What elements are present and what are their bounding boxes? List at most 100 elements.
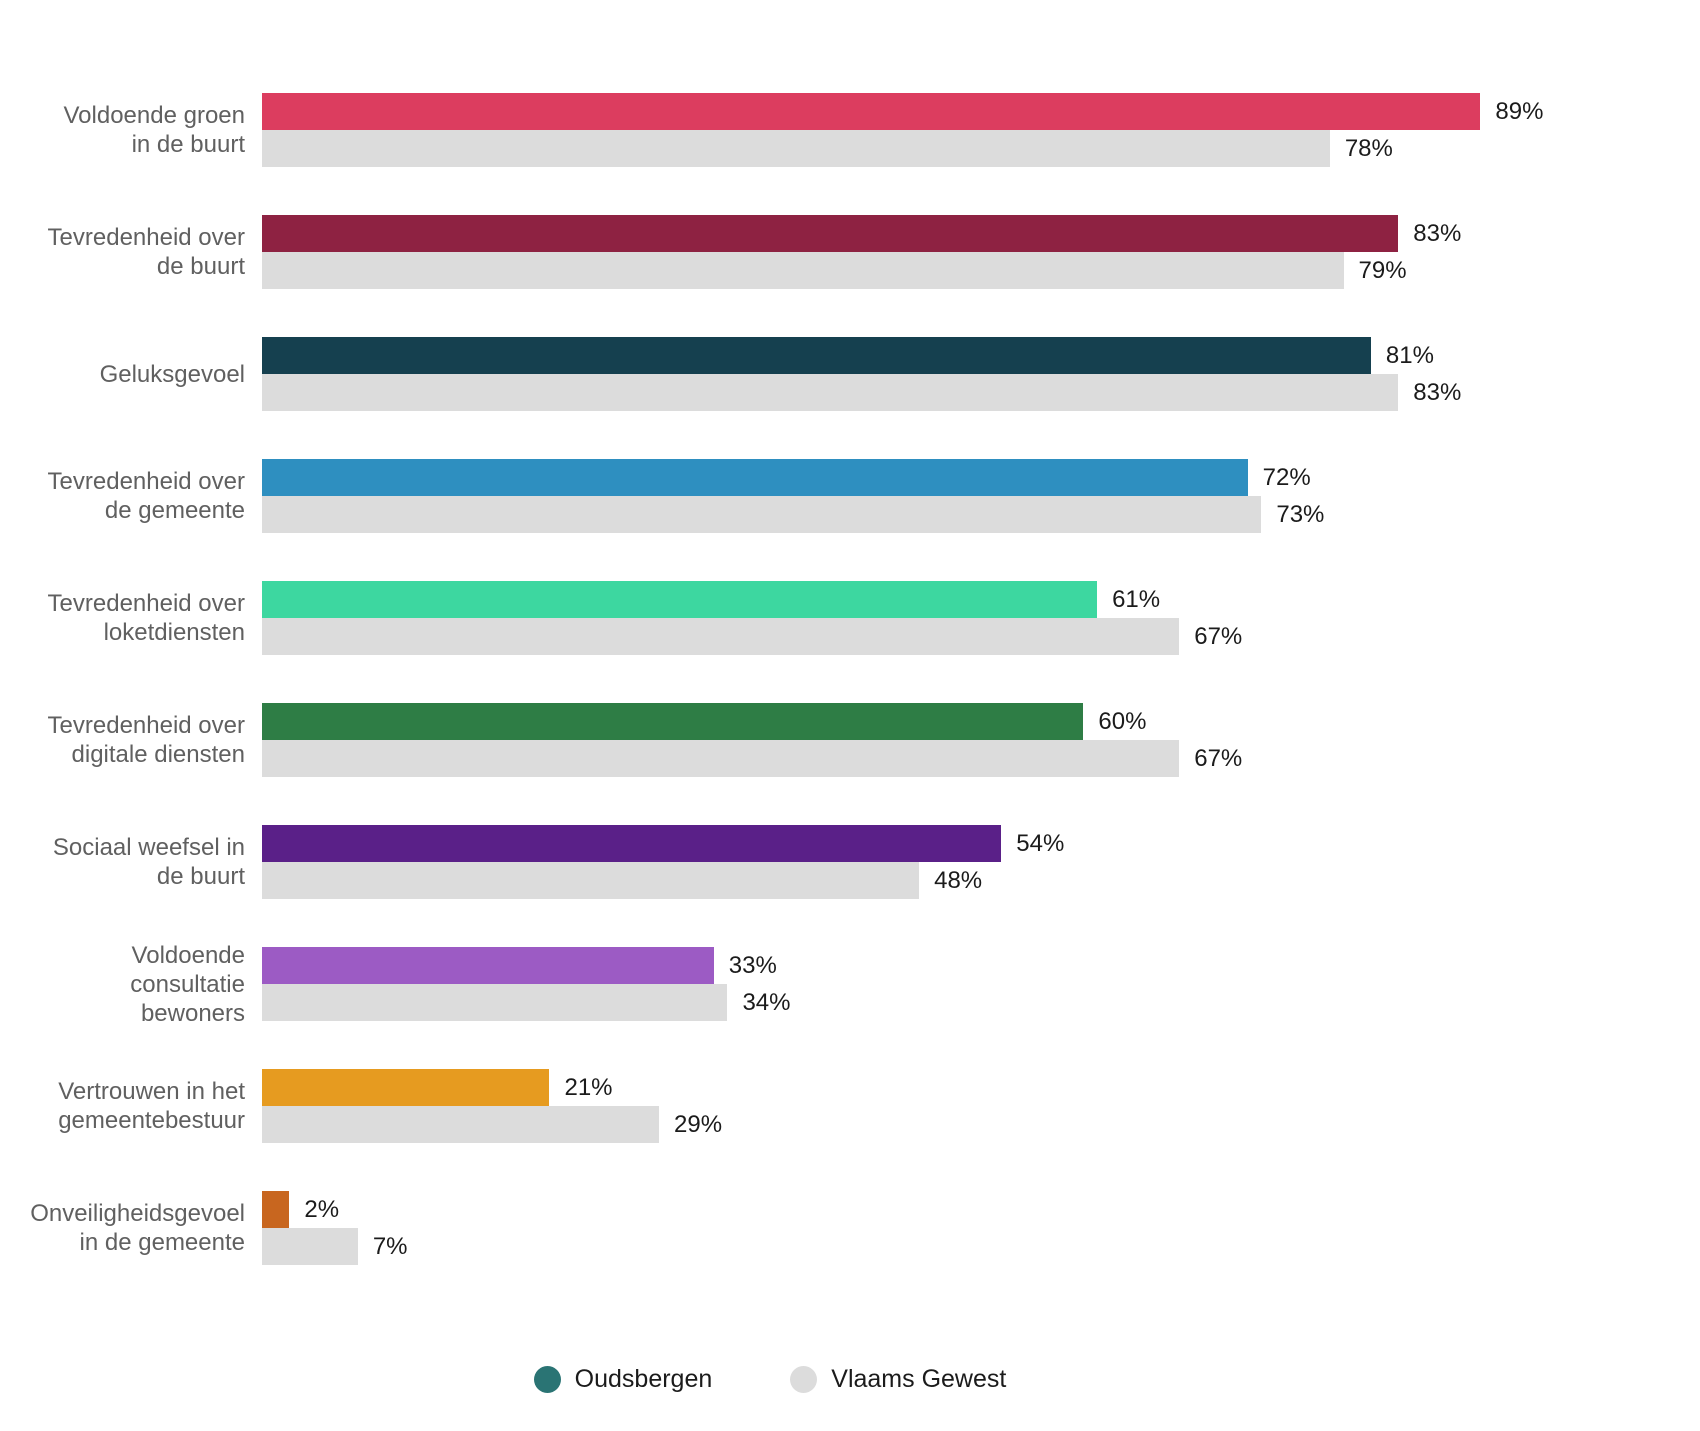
bar-oudsbergen-line: 61% (262, 581, 1631, 618)
value-label-vlaams-gewest: 73% (1276, 500, 1325, 528)
bar-pair: 21% 29% (262, 1069, 1631, 1143)
chart-row: Onveiligheidsgevoel in de gemeente 2% 7% (0, 1191, 1700, 1265)
bar-pair: 72% 73% (262, 459, 1631, 533)
bar-oudsbergen-line: 81% (262, 337, 1631, 374)
bar-pair: 2% 7% (262, 1191, 1631, 1265)
bar-vlaams-gewest-line: 79% (262, 252, 1631, 289)
value-label-vlaams-gewest: 7% (372, 1232, 408, 1260)
bar-vlaams-gewest-line: 48% (262, 862, 1631, 899)
bar-oudsbergen (262, 703, 1084, 740)
value-label-vlaams-gewest: 67% (1194, 744, 1243, 772)
legend-label-oudsbergen: Oudsbergen (574, 1365, 713, 1393)
bar-pair: 54% 48% (262, 825, 1631, 899)
bar-oudsbergen-line: 33% (262, 947, 1631, 984)
bar-vlaams-gewest (262, 252, 1344, 289)
value-label-oudsbergen: 72% (1262, 463, 1311, 491)
category-label: Geluksgevoel (99, 360, 245, 388)
chart-row: Sociaal weefsel in de buurt 54% 48% (0, 825, 1700, 899)
category-label: Onveiligheidsgevoel in de gemeente (30, 1200, 245, 1256)
bar-pair: 61% 67% (262, 581, 1631, 655)
legend-item-vlaams-gewest: Vlaams Gewest (790, 1365, 1006, 1394)
bar-vlaams-gewest-line: 67% (262, 618, 1631, 655)
bar-vlaams-gewest-line: 73% (262, 496, 1631, 533)
chart-rows: Voldoende groen in de buurt 89% 78% Tevrede… (0, 93, 1700, 1265)
bar-pair: 89% 78% (262, 93, 1631, 167)
legend-label-vlaams-gewest: Vlaams Gewest (831, 1365, 1007, 1393)
chart-row: Geluksgevoel 81% 83% (0, 337, 1700, 411)
bar-oudsbergen-line: 60% (262, 703, 1631, 740)
bar-vlaams-gewest (262, 862, 920, 899)
bar-pair: 83% 79% (262, 215, 1631, 289)
bar-vlaams-gewest (262, 1228, 358, 1265)
value-label-vlaams-gewest: 34% (742, 988, 791, 1016)
bar-oudsbergen-line: 21% (262, 1069, 1631, 1106)
legend: Oudsbergen Vlaams Gewest (0, 1365, 1620, 1394)
bar-vlaams-gewest (262, 374, 1399, 411)
bar-vlaams-gewest-line: 83% (262, 374, 1631, 411)
value-label-vlaams-gewest: 83% (1413, 378, 1462, 406)
bar-oudsbergen (262, 337, 1371, 374)
bar-vlaams-gewest (262, 130, 1330, 167)
bar-oudsbergen (262, 581, 1098, 618)
bar-oudsbergen (262, 825, 1002, 862)
bar-oudsbergen-line: 89% (262, 93, 1631, 130)
value-label-vlaams-gewest: 79% (1358, 256, 1407, 284)
bar-pair: 81% 83% (262, 337, 1631, 411)
legend-dot-vlaams-gewest-icon (790, 1366, 818, 1393)
bar-oudsbergen-line: 2% (262, 1191, 1631, 1228)
bar-oudsbergen (262, 947, 714, 984)
bar-vlaams-gewest (262, 740, 1180, 777)
category-label: Tevredenheid over de gemeente (47, 468, 245, 524)
bar-vlaams-gewest-line: 7% (262, 1228, 1631, 1265)
value-label-oudsbergen: 81% (1385, 341, 1434, 369)
chart-row: Tevredenheid over de buurt 83% 79% (0, 215, 1700, 289)
bar-oudsbergen (262, 1069, 550, 1106)
chart-row: Tevredenheid over digitale diensten 60% 67… (0, 703, 1700, 777)
value-label-oudsbergen: 61% (1112, 585, 1161, 613)
value-label-oudsbergen: 54% (1016, 829, 1065, 857)
bar-oudsbergen-line: 72% (262, 459, 1631, 496)
category-label: Vertrouwen in het gemeentebestuur (58, 1078, 245, 1134)
category-label: Sociaal weefsel in de buurt (52, 834, 245, 890)
chart-row: Tevredenheid over loketdiensten 61% 67% (0, 581, 1700, 655)
bar-vlaams-gewest-line: 34% (262, 984, 1631, 1021)
value-label-oudsbergen: 2% (304, 1195, 340, 1223)
bar-vlaams-gewest-line: 67% (262, 740, 1631, 777)
bar-oudsbergen-line: 83% (262, 215, 1631, 252)
bar-oudsbergen-line: 54% (262, 825, 1631, 862)
value-label-oudsbergen: 60% (1098, 707, 1147, 735)
value-label-vlaams-gewest: 67% (1194, 622, 1243, 650)
bar-vlaams-gewest-line: 29% (262, 1106, 1631, 1143)
category-label: Tevredenheid over de buurt (47, 224, 245, 280)
bar-vlaams-gewest (262, 618, 1180, 655)
bar-vlaams-gewest (262, 496, 1262, 533)
bar-oudsbergen (262, 1191, 290, 1228)
value-label-vlaams-gewest: 78% (1344, 134, 1393, 162)
value-label-oudsbergen: 21% (564, 1073, 613, 1101)
bar-pair: 33% 34% (262, 947, 1631, 1021)
bar-vlaams-gewest-line: 78% (262, 130, 1631, 167)
bar-oudsbergen (262, 459, 1248, 496)
category-label: Tevredenheid over digitale diensten (47, 712, 245, 768)
chart-row: Tevredenheid over de gemeente 72% 73% (0, 459, 1700, 533)
value-label-oudsbergen: 83% (1413, 219, 1462, 247)
chart-row: Voldoende groen in de buurt 89% 78% (0, 93, 1700, 167)
bar-vlaams-gewest (262, 984, 728, 1021)
value-label-vlaams-gewest: 29% (674, 1110, 723, 1138)
bar-oudsbergen (262, 215, 1399, 252)
legend-item-oudsbergen: Oudsbergen (533, 1365, 713, 1394)
value-label-oudsbergen: 89% (1495, 97, 1544, 125)
bar-vlaams-gewest (262, 1106, 659, 1143)
chart-row: Vertrouwen in het gemeentebestuur 21% 29% (0, 1069, 1700, 1143)
grouped-bar-chart: Voldoende groen in de buurt 89% 78% Tevrede… (0, 93, 1700, 1394)
bar-pair: 60% 67% (262, 703, 1631, 777)
category-label: Tevredenheid over loketdiensten (47, 590, 245, 646)
legend-dot-oudsbergen-icon (533, 1366, 561, 1393)
value-label-vlaams-gewest: 48% (934, 866, 983, 894)
bar-oudsbergen (262, 93, 1481, 130)
value-label-oudsbergen: 33% (728, 951, 777, 979)
category-label: Voldoende consultatie bewoners (130, 941, 245, 1027)
chart-row: Voldoende consultatie bewoners 33% 34% (0, 942, 1700, 1027)
category-label: Voldoende groen in de buurt (63, 102, 246, 158)
